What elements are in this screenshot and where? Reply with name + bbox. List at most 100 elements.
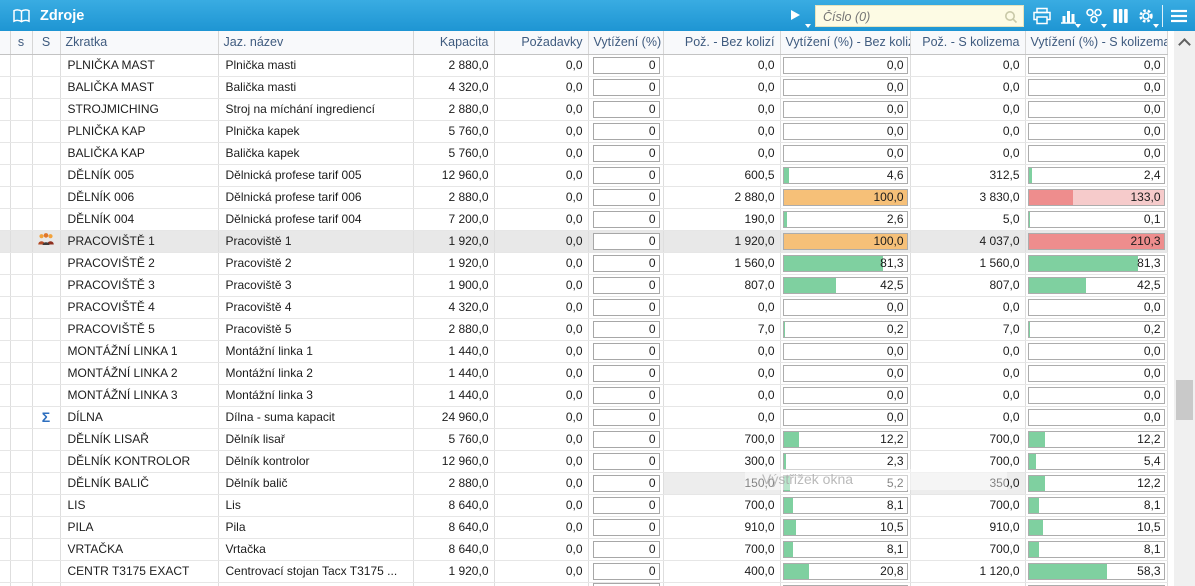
- table-row[interactable]: PLNIČKA MAST Plnička masti 2 880,0 0,0 0 0,0 0…: [0, 54, 1168, 77]
- cell-vyt-bez: 12,2: [780, 428, 911, 451]
- utilization-input[interactable]: 0: [592, 518, 660, 536]
- utilization-input[interactable]: 0: [592, 56, 660, 74]
- table-row[interactable]: DĚLNÍK LISAŘ Dělník lisař 5 760,0 0,0 0 700,0…: [0, 428, 1168, 451]
- table-row[interactable]: BALIČKA KAP Balička kapek 5 760,0 0,0 0 0,0 0,…: [0, 142, 1168, 165]
- cell-vyt-s: 8,1: [1025, 538, 1168, 561]
- cell-kapacita: 1 920,0: [413, 560, 495, 583]
- utilization-input[interactable]: 0: [592, 386, 660, 404]
- utilization-input[interactable]: 0: [592, 122, 660, 140]
- cell-vytizeni: 0: [588, 560, 664, 583]
- utilization-value: 4,6: [886, 167, 904, 182]
- utilization-input[interactable]: 0: [592, 474, 660, 492]
- table-row[interactable]: DĚLNÍK 005 Dělnická profese tarif 005 12 9…: [0, 164, 1168, 187]
- table-row[interactable]: DĚLNÍK 006 Dělnická profese tarif 006 2 88…: [0, 186, 1168, 209]
- utilization-input[interactable]: 0: [592, 430, 660, 448]
- cell-S: [32, 76, 61, 99]
- cell-poz-bez: 1 560,0: [663, 252, 781, 275]
- cell-pozadavky: 0,0: [494, 274, 589, 297]
- table-row[interactable]: Σ DÍLNA Dílna - suma kapacit 24 960,0 0,0 0 0,…: [0, 406, 1168, 429]
- utilization-input[interactable]: 0: [592, 210, 660, 228]
- table-row[interactable]: PLNIČKA KAP Plnička kapek 5 760,0 0,0 0 0,0 0,…: [0, 120, 1168, 143]
- cell-zkratka: MONTÁŽNÍ LINKA 1: [60, 340, 219, 363]
- cell-vytizeni: 0: [588, 428, 664, 451]
- utilization-input[interactable]: 0: [592, 562, 660, 580]
- table-row[interactable]: BALIČKA MAST Balička masti 4 320,0 0,0 0 0,0 0…: [0, 76, 1168, 99]
- column-header-nazev[interactable]: Jaz. název: [218, 31, 414, 55]
- bar-chart-icon[interactable]: [1055, 5, 1081, 28]
- scroll-up-icon[interactable]: [1178, 38, 1191, 51]
- column-header-pozadavky[interactable]: Požadavky: [494, 31, 589, 55]
- utilization-input[interactable]: [592, 583, 660, 586]
- cell-S: [32, 186, 61, 209]
- utilization-input[interactable]: 0: [592, 78, 660, 96]
- cell-vyt-s: 0,0: [1025, 384, 1168, 407]
- utilization-input[interactable]: 0: [592, 100, 660, 118]
- row-indicator: [0, 274, 11, 297]
- column-header-vyt_s[interactable]: Vytížení (%) - S kolizema: [1025, 31, 1168, 55]
- utilization-input[interactable]: 0: [592, 298, 660, 316]
- cell-poz-s: 0,0: [910, 98, 1026, 121]
- column-header-vytizeni[interactable]: Vytížení (%): [588, 31, 664, 55]
- utilization-bar: 10,5: [1027, 518, 1165, 536]
- table-row[interactable]: [0, 582, 1168, 586]
- utilization-input[interactable]: 0: [592, 496, 660, 514]
- cell-vyt-s: 0,0: [1025, 406, 1168, 429]
- utilization-input[interactable]: 0: [592, 254, 660, 272]
- expand-arrow-icon[interactable]: [783, 5, 811, 28]
- relations-icon[interactable]: [1081, 5, 1107, 28]
- table-row[interactable]: DĚLNÍK KONTROLOR Dělník kontrolor 12 960,0…: [0, 450, 1168, 473]
- utilization-input[interactable]: 0: [592, 276, 660, 294]
- cell-pozadavky: 0,0: [494, 98, 589, 121]
- menu-icon[interactable]: [1166, 5, 1192, 27]
- cell-vytizeni: 0: [588, 76, 664, 99]
- utilization-value: 8,1: [1143, 497, 1161, 512]
- cell-vyt-bez: 0,0: [780, 98, 911, 121]
- cell-poz-s: [910, 582, 1026, 586]
- table-row[interactable]: STROJMICHING Stroj na míchání ingrediencí…: [0, 98, 1168, 121]
- columns-icon[interactable]: [1107, 5, 1133, 27]
- utilization-input[interactable]: 0: [592, 540, 660, 558]
- table-row[interactable]: DĚLNÍK BALIČ Dělník balič 2 880,0 0,0 0 150,0…: [0, 472, 1168, 495]
- table-row[interactable]: PILA Pila 8 640,0 0,0 0 910,0 10,5 910,0 10,5: [0, 516, 1168, 539]
- search-input[interactable]: [821, 6, 1000, 27]
- column-header-poz_bez[interactable]: Pož. - Bez kolizí: [663, 31, 781, 55]
- column-header-vyt_bez[interactable]: Vytížení (%) - Bez kolizí: [780, 31, 911, 55]
- column-header-S2[interactable]: S: [32, 31, 61, 55]
- cell-pozadavky: 0,0: [494, 516, 589, 539]
- column-header-poz_s[interactable]: Pož. - S kolizema: [910, 31, 1026, 55]
- column-header-indicator[interactable]: [0, 31, 11, 55]
- utilization-input[interactable]: 0: [592, 232, 660, 250]
- table-row[interactable]: CENTR T3175 EXACT Centrovací stojan Tacx …: [0, 560, 1168, 583]
- utilization-input[interactable]: 0: [592, 188, 660, 206]
- utilization-input[interactable]: 0: [592, 452, 660, 470]
- table-row[interactable]: DĚLNÍK 004 Dělnická profese tarif 004 7 20…: [0, 208, 1168, 231]
- column-header-s[interactable]: s: [10, 31, 33, 55]
- utilization-input[interactable]: 0: [592, 320, 660, 338]
- column-header-kapacita[interactable]: Kapacita: [413, 31, 495, 55]
- vertical-scrollbar[interactable]: [1174, 31, 1195, 586]
- cell-poz-s: 1 120,0: [910, 560, 1026, 583]
- column-header-zkratka[interactable]: Zkratka: [60, 31, 219, 55]
- table-row[interactable]: VRTAČKA Vrtačka 8 640,0 0,0 0 700,0 8,1 700,0 8,…: [0, 538, 1168, 561]
- search-icon[interactable]: [1003, 9, 1019, 25]
- utilization-value: 0,0: [1143, 365, 1161, 380]
- utilization-input[interactable]: 0: [592, 342, 660, 360]
- utilization-input[interactable]: 0: [592, 408, 660, 426]
- utilization-input[interactable]: 0: [592, 144, 660, 162]
- table-row[interactable]: LIS Lis 8 640,0 0,0 0 700,0 8,1 700,0 8,1: [0, 494, 1168, 517]
- utilization-input[interactable]: 0: [592, 364, 660, 382]
- gear-icon[interactable]: [1133, 5, 1159, 28]
- cell-pozadavky: 0,0: [494, 406, 589, 429]
- print-icon[interactable]: [1029, 5, 1055, 27]
- cell-vyt-bez: 42,5: [780, 274, 911, 297]
- utilization-input[interactable]: 0: [592, 166, 660, 184]
- scrollbar-thumb[interactable]: [1176, 380, 1193, 420]
